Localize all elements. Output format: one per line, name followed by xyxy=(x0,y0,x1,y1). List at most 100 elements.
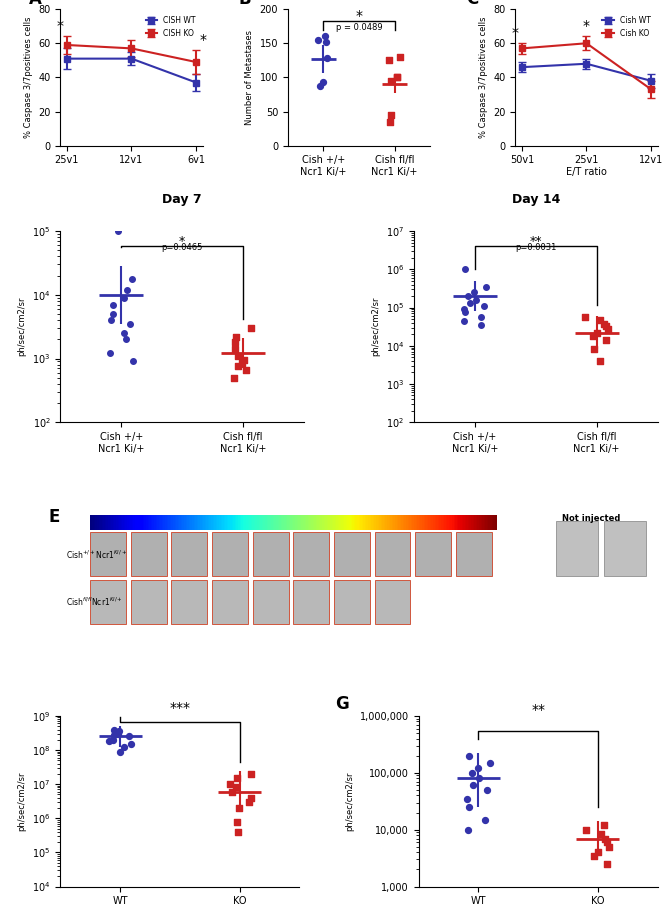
Point xyxy=(321,51,332,66)
Point xyxy=(592,845,603,860)
Point xyxy=(118,291,129,305)
Point xyxy=(594,313,605,327)
Legend: CISH WT, CISH KO: CISH WT, CISH KO xyxy=(142,13,199,41)
Point xyxy=(118,325,129,340)
Point xyxy=(109,728,119,742)
Point xyxy=(462,823,473,837)
Point xyxy=(113,724,124,739)
Text: *: * xyxy=(512,26,519,40)
Point xyxy=(464,749,474,763)
Point xyxy=(105,313,116,327)
Point xyxy=(103,734,114,749)
FancyBboxPatch shape xyxy=(131,532,166,577)
Text: *: * xyxy=(57,19,64,33)
Point xyxy=(472,761,483,776)
Text: Cish$^{fl/fl}$Ncr1$^{Ki/+}$: Cish$^{fl/fl}$Ncr1$^{Ki/+}$ xyxy=(66,596,123,609)
Point xyxy=(246,321,257,335)
Y-axis label: ph/sec/cm2/sr: ph/sec/cm2/sr xyxy=(371,297,380,356)
Text: **: ** xyxy=(531,703,545,717)
FancyBboxPatch shape xyxy=(90,580,126,624)
FancyBboxPatch shape xyxy=(293,580,329,624)
Y-axis label: % Caspase 3/7positives cells: % Caspase 3/7positives cells xyxy=(478,16,488,138)
Point xyxy=(244,794,254,809)
Point xyxy=(468,778,478,792)
Point xyxy=(463,289,474,303)
Point xyxy=(599,818,610,833)
FancyBboxPatch shape xyxy=(334,532,370,577)
Point xyxy=(230,342,241,356)
Text: E: E xyxy=(48,507,60,526)
Point xyxy=(476,318,487,333)
Point xyxy=(395,49,405,64)
Text: C: C xyxy=(466,0,478,7)
Text: ***: *** xyxy=(169,701,191,715)
Point xyxy=(579,310,590,324)
Point xyxy=(464,800,474,814)
Point xyxy=(470,292,481,307)
Point xyxy=(467,766,478,781)
Point xyxy=(604,839,615,854)
Point xyxy=(246,791,256,805)
Text: p = 0.0489: p = 0.0489 xyxy=(336,23,382,32)
FancyBboxPatch shape xyxy=(212,580,248,624)
Point xyxy=(588,342,599,356)
Text: *: * xyxy=(179,235,185,248)
Point xyxy=(229,370,240,385)
Text: **: ** xyxy=(529,235,542,248)
FancyBboxPatch shape xyxy=(293,532,329,577)
Point xyxy=(484,756,495,771)
Text: G: G xyxy=(335,695,349,713)
Y-axis label: ph/sec/cm2/sr: ph/sec/cm2/sr xyxy=(17,771,27,831)
Text: Not injected: Not injected xyxy=(562,514,621,523)
Y-axis label: Number of Metastases: Number of Metastases xyxy=(245,30,254,125)
Point xyxy=(318,75,329,90)
Point xyxy=(234,801,245,815)
Point xyxy=(601,333,611,347)
Point xyxy=(121,332,132,346)
Point xyxy=(480,813,491,827)
FancyBboxPatch shape xyxy=(415,532,451,577)
Point xyxy=(321,35,331,49)
FancyBboxPatch shape xyxy=(334,580,370,624)
Point xyxy=(125,737,136,751)
Point xyxy=(602,835,613,850)
Point xyxy=(238,353,249,367)
Point xyxy=(231,814,242,829)
Point xyxy=(233,824,244,839)
Text: *: * xyxy=(583,19,590,33)
FancyBboxPatch shape xyxy=(212,532,248,577)
Point xyxy=(113,224,123,239)
Point xyxy=(231,771,242,785)
Point xyxy=(384,114,395,129)
Y-axis label: % Caspase 3/7positives cells: % Caspase 3/7positives cells xyxy=(23,16,33,138)
Point xyxy=(125,316,136,331)
Point xyxy=(603,322,614,336)
Point xyxy=(113,727,123,741)
Point xyxy=(104,346,115,361)
Point xyxy=(119,740,130,755)
FancyBboxPatch shape xyxy=(90,532,126,577)
Point xyxy=(233,359,244,374)
Text: B: B xyxy=(238,0,251,7)
Point xyxy=(109,722,119,737)
FancyBboxPatch shape xyxy=(374,532,411,577)
Legend: Cish WT, Cish KO: Cish WT, Cish KO xyxy=(599,13,654,41)
FancyBboxPatch shape xyxy=(253,532,289,577)
Point xyxy=(392,70,403,85)
Point xyxy=(588,329,599,344)
Title: Day 14: Day 14 xyxy=(511,193,560,207)
Point xyxy=(107,732,118,747)
Point xyxy=(474,771,484,786)
Point xyxy=(469,285,480,300)
Point xyxy=(460,305,470,320)
Text: *: * xyxy=(356,9,362,23)
FancyBboxPatch shape xyxy=(556,521,598,577)
Point xyxy=(601,319,612,334)
Point xyxy=(115,744,125,759)
Point xyxy=(595,354,605,368)
FancyBboxPatch shape xyxy=(172,580,207,624)
Text: Cish$^{+/+}$Ncr1$^{Ki/+}$: Cish$^{+/+}$Ncr1$^{Ki/+}$ xyxy=(66,548,127,560)
Point xyxy=(241,363,252,377)
Point xyxy=(482,782,493,797)
Point xyxy=(464,296,475,311)
